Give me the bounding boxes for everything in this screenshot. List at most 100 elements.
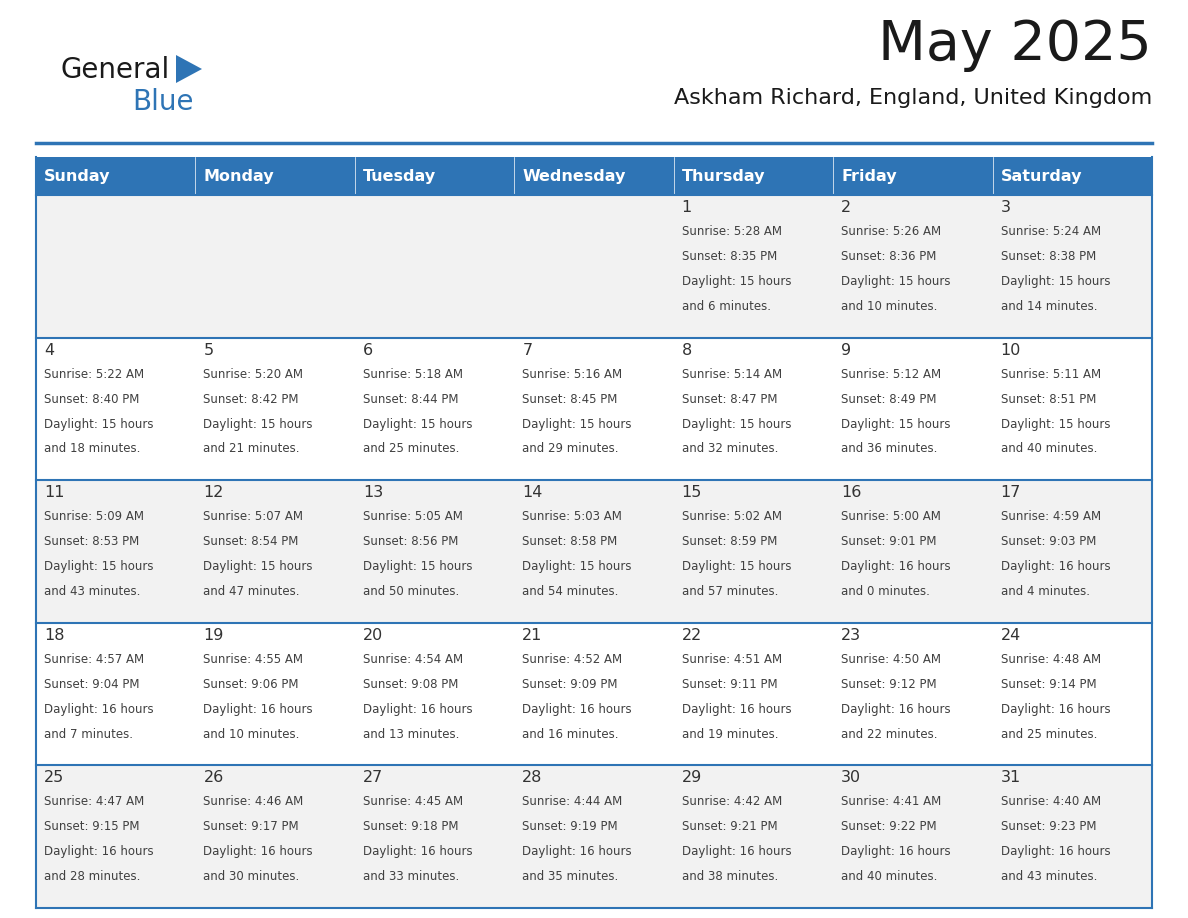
Bar [514,195,674,338]
Bar [196,480,355,622]
Bar [833,195,992,338]
Text: and 28 minutes.: and 28 minutes. [44,870,140,883]
Text: Daylight: 15 hours: Daylight: 15 hours [682,274,791,288]
Text: Sunset: 9:12 PM: Sunset: 9:12 PM [841,677,937,690]
Text: Sunset: 9:17 PM: Sunset: 9:17 PM [203,821,299,834]
Text: and 10 minutes.: and 10 minutes. [841,300,937,313]
Text: 18: 18 [44,628,64,643]
Text: and 47 minutes.: and 47 minutes. [203,585,299,598]
Text: Sunrise: 5:02 AM: Sunrise: 5:02 AM [682,510,782,523]
Bar [674,622,833,766]
Text: Daylight: 15 hours: Daylight: 15 hours [362,560,473,573]
Text: Sunset: 9:14 PM: Sunset: 9:14 PM [1000,677,1097,690]
Text: and 18 minutes.: and 18 minutes. [44,442,140,455]
Text: Sunset: 8:49 PM: Sunset: 8:49 PM [841,393,936,406]
Text: Sunrise: 5:12 AM: Sunrise: 5:12 AM [841,367,941,381]
Text: Sunrise: 4:46 AM: Sunrise: 4:46 AM [203,795,304,809]
Bar [674,157,833,195]
Text: Daylight: 15 hours: Daylight: 15 hours [203,560,312,573]
Bar [833,157,992,195]
Text: and 54 minutes.: and 54 minutes. [523,585,619,598]
Text: 15: 15 [682,486,702,500]
Text: and 13 minutes.: and 13 minutes. [362,728,460,741]
Bar [355,195,514,338]
Bar [36,766,196,908]
Text: and 32 minutes.: and 32 minutes. [682,442,778,455]
Text: Monday: Monday [203,169,274,184]
Text: Sunrise: 4:45 AM: Sunrise: 4:45 AM [362,795,463,809]
Text: Daylight: 15 hours: Daylight: 15 hours [841,274,950,288]
Bar [833,622,992,766]
Bar [196,157,355,195]
Bar [196,338,355,480]
Text: Sunrise: 5:11 AM: Sunrise: 5:11 AM [1000,367,1101,381]
Text: 4: 4 [44,342,55,358]
Text: Sunset: 8:44 PM: Sunset: 8:44 PM [362,393,459,406]
Bar [992,480,1152,622]
Bar [992,338,1152,480]
Text: Sunrise: 5:09 AM: Sunrise: 5:09 AM [44,510,144,523]
Text: and 35 minutes.: and 35 minutes. [523,870,619,883]
Text: and 4 minutes.: and 4 minutes. [1000,585,1089,598]
Text: 11: 11 [44,486,64,500]
Text: 12: 12 [203,486,223,500]
Text: and 29 minutes.: and 29 minutes. [523,442,619,455]
Text: Sunrise: 5:05 AM: Sunrise: 5:05 AM [362,510,463,523]
Text: Sunset: 8:42 PM: Sunset: 8:42 PM [203,393,299,406]
Bar [355,157,514,195]
Text: Sunset: 9:06 PM: Sunset: 9:06 PM [203,677,299,690]
Text: Daylight: 15 hours: Daylight: 15 hours [682,418,791,431]
Bar [355,622,514,766]
Text: Tuesday: Tuesday [362,169,436,184]
Text: Sunrise: 5:20 AM: Sunrise: 5:20 AM [203,367,303,381]
Text: 28: 28 [523,770,543,786]
Text: 8: 8 [682,342,691,358]
Text: Daylight: 16 hours: Daylight: 16 hours [523,845,632,858]
Bar [36,622,196,766]
Text: 26: 26 [203,770,223,786]
Text: Sunrise: 5:24 AM: Sunrise: 5:24 AM [1000,225,1101,238]
Text: Daylight: 15 hours: Daylight: 15 hours [44,418,153,431]
Text: Daylight: 16 hours: Daylight: 16 hours [44,845,153,858]
Text: and 43 minutes.: and 43 minutes. [44,585,140,598]
Text: Sunrise: 4:44 AM: Sunrise: 4:44 AM [523,795,623,809]
Text: Sunset: 8:56 PM: Sunset: 8:56 PM [362,535,459,548]
Text: Daylight: 15 hours: Daylight: 15 hours [841,418,950,431]
Text: Daylight: 16 hours: Daylight: 16 hours [682,702,791,716]
Bar [833,766,992,908]
Bar [514,622,674,766]
Text: Daylight: 15 hours: Daylight: 15 hours [362,418,473,431]
Bar [674,338,833,480]
Bar [992,195,1152,338]
Text: 30: 30 [841,770,861,786]
Text: and 14 minutes.: and 14 minutes. [1000,300,1097,313]
Text: and 30 minutes.: and 30 minutes. [203,870,299,883]
Text: Sunrise: 4:47 AM: Sunrise: 4:47 AM [44,795,144,809]
Text: 17: 17 [1000,486,1020,500]
Bar [355,338,514,480]
Text: 5: 5 [203,342,214,358]
Bar [355,766,514,908]
Text: Daylight: 16 hours: Daylight: 16 hours [523,702,632,716]
Bar [992,622,1152,766]
Bar [833,338,992,480]
Bar [196,766,355,908]
Text: and 57 minutes.: and 57 minutes. [682,585,778,598]
Text: Sunrise: 5:03 AM: Sunrise: 5:03 AM [523,510,623,523]
Text: and 22 minutes.: and 22 minutes. [841,728,937,741]
Text: Sunrise: 5:14 AM: Sunrise: 5:14 AM [682,367,782,381]
Text: Sunrise: 4:40 AM: Sunrise: 4:40 AM [1000,795,1101,809]
Bar [674,195,833,338]
Text: Daylight: 15 hours: Daylight: 15 hours [203,418,312,431]
Text: Sunset: 9:03 PM: Sunset: 9:03 PM [1000,535,1097,548]
Text: Sunrise: 4:41 AM: Sunrise: 4:41 AM [841,795,941,809]
Bar [36,480,196,622]
Text: 27: 27 [362,770,383,786]
Bar [674,766,833,908]
Text: Daylight: 16 hours: Daylight: 16 hours [203,702,314,716]
Text: Daylight: 15 hours: Daylight: 15 hours [44,560,153,573]
Text: and 40 minutes.: and 40 minutes. [841,870,937,883]
Text: 24: 24 [1000,628,1020,643]
Text: Sunset: 9:21 PM: Sunset: 9:21 PM [682,821,777,834]
Text: Sunset: 9:09 PM: Sunset: 9:09 PM [523,677,618,690]
